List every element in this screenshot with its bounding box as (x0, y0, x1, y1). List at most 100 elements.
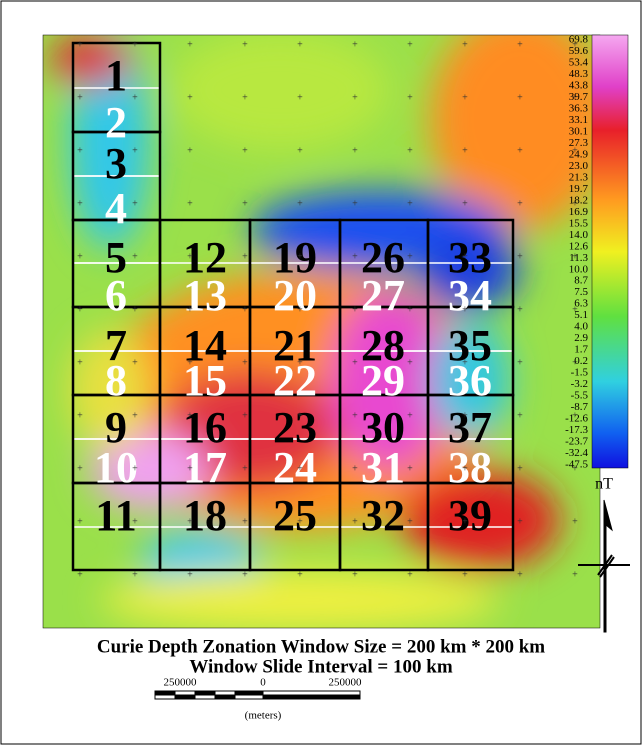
colorbar-label: 43.8 (569, 79, 589, 91)
colorbar-label: -47.5 (565, 459, 588, 471)
grid-cross: + (187, 463, 193, 474)
grid-cross: + (352, 198, 358, 209)
grid-cross: + (407, 145, 413, 156)
grid-cross: + (187, 357, 193, 368)
grid-cross: + (407, 251, 413, 262)
colorbar-label: 23.0 (569, 160, 589, 172)
grid-cross: + (462, 304, 468, 315)
grid-cross: + (187, 304, 193, 315)
grid-cross: + (242, 145, 248, 156)
colorbar-label: -1.5 (571, 367, 589, 379)
grid-cross: + (297, 304, 303, 315)
grid-cross: + (77, 39, 83, 50)
window-label: 6 (105, 271, 127, 320)
grid-cross: + (132, 569, 138, 580)
colorbar-label: 7.5 (574, 286, 588, 298)
grid-cross: + (352, 251, 358, 262)
grid-cross: + (132, 145, 138, 156)
grid-cross: + (517, 39, 523, 50)
grid-cross: + (187, 251, 193, 262)
grid-cross: + (352, 92, 358, 103)
grid-cross: + (517, 463, 523, 474)
grid-cross: + (187, 145, 193, 156)
grid-cross: + (77, 516, 83, 527)
colorbar-label: 39.7 (569, 91, 589, 103)
grid-cross: + (297, 463, 303, 474)
grid-cross: + (517, 92, 523, 103)
colorbar-label: 24.9 (569, 148, 589, 160)
colorbar-label: 30.1 (569, 125, 588, 137)
title-line-1: Curie Depth Zonation Window Size = 200 k… (97, 636, 545, 657)
colorbar-label: 5.1 (574, 309, 588, 321)
grid-cross: + (242, 304, 248, 315)
grid-cross: + (407, 92, 413, 103)
grid-cross: + (187, 39, 193, 50)
grid-cross: + (297, 92, 303, 103)
grid-cross: + (132, 92, 138, 103)
grid-cross: + (242, 569, 248, 580)
grid-cross: + (77, 410, 83, 421)
grid-cross: + (77, 569, 83, 580)
colorbar-label: -12.6 (565, 413, 588, 425)
grid-cross: + (132, 198, 138, 209)
grid-cross: + (132, 39, 138, 50)
grid-cross: + (517, 410, 523, 421)
window-label: 1 (105, 51, 127, 100)
grid-cross: + (297, 357, 303, 368)
colorbar-label: 48.3 (569, 68, 589, 80)
grid-cross: + (242, 516, 248, 527)
grid-cross: + (352, 304, 358, 315)
colorbar-label: 14.0 (569, 229, 589, 241)
grid-cross: + (572, 516, 578, 527)
scale-label: 250000 (164, 677, 198, 689)
grid-cross: + (297, 198, 303, 209)
grid-cross: + (77, 198, 83, 209)
colorbar-label: 12.6 (569, 240, 589, 252)
grid-cross: + (517, 357, 523, 368)
window-label: 32 (361, 491, 405, 540)
grid-cross: + (517, 198, 523, 209)
grid-cross: + (132, 357, 138, 368)
grid-cross: + (517, 569, 523, 580)
colorbar-label: 0.2 (574, 355, 588, 367)
grid-cross: + (77, 463, 83, 474)
window-label: 22 (273, 356, 317, 405)
grid-cross: + (352, 39, 358, 50)
window-label: 38 (448, 443, 492, 492)
colorbar-label: 53.4 (569, 57, 589, 69)
window-label: 27 (361, 271, 405, 320)
grid-cross: + (462, 251, 468, 262)
grid-cross: + (462, 145, 468, 156)
colorbar-label: 11.3 (569, 252, 588, 264)
grid-cross: + (242, 39, 248, 50)
grid-cross: + (352, 569, 358, 580)
grid-cross: + (462, 516, 468, 527)
colorbar-label: -17.3 (565, 424, 588, 436)
colorbar-label: -32.4 (565, 447, 588, 459)
grid-cross: + (462, 39, 468, 50)
colorbar-label: 18.2 (569, 194, 588, 206)
grid-cross: + (352, 145, 358, 156)
grid-cross: + (132, 251, 138, 262)
grid-cross: + (407, 357, 413, 368)
page: 1234567891011121314151617181920212223242… (0, 0, 642, 745)
grid-cross: + (462, 463, 468, 474)
colorbar (592, 35, 628, 468)
grid-cross: + (352, 357, 358, 368)
window-label: 3 (105, 139, 127, 188)
grid-cross: + (407, 304, 413, 315)
grid-cross: + (132, 304, 138, 315)
grid-cross: + (517, 251, 523, 262)
grid-cross: + (77, 145, 83, 156)
grid-cross: + (242, 410, 248, 421)
title-line-2: Window Slide Interval = 100 km (189, 656, 452, 677)
window-label: 24 (273, 443, 317, 492)
grid-cross: + (407, 410, 413, 421)
window-label: 25 (273, 491, 317, 540)
scale-label: 250000 (329, 677, 363, 689)
grid-cross: + (242, 92, 248, 103)
grid-cross: + (407, 516, 413, 527)
grid-cross: + (462, 569, 468, 580)
grid-cross: + (297, 410, 303, 421)
colorbar-label: 21.3 (569, 171, 589, 183)
